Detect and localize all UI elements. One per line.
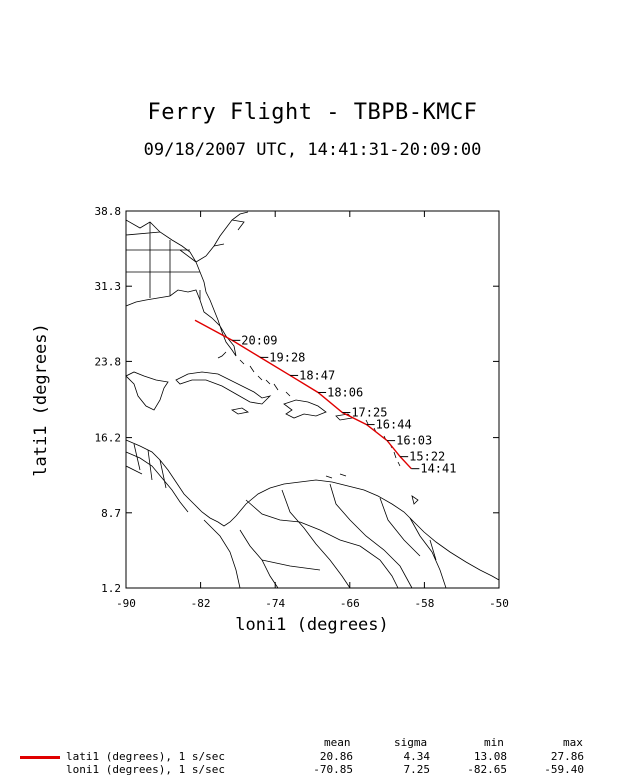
stats-row-sigma: 4.34 <box>403 750 431 763</box>
y-tick-label: 8.7 <box>101 507 121 520</box>
time-label: 18:06 <box>327 385 363 399</box>
time-label: 15:22 <box>409 450 445 464</box>
stats-row: lati1 (degrees), 1 s/sec 20.86 4.34 13.0… <box>0 750 625 763</box>
stats-row-sigma: 7.25 <box>403 763 431 776</box>
stats-row-mean: -70.85 <box>313 763 353 776</box>
track-line <box>194 319 412 470</box>
stats-header-sigma: sigma <box>394 736 428 749</box>
page-subtitle: 09/18/2007 UTC, 14:41:31-20:09:00 <box>143 140 482 160</box>
y-tick-label: 1.2 <box>101 582 121 595</box>
time-label: 17:25 <box>351 406 387 420</box>
y-tick-label: 16.2 <box>95 432 122 445</box>
x-tick-label: -58 <box>414 597 434 610</box>
x-tick-label: -90 <box>116 597 136 610</box>
y-tick-label: 38.8 <box>95 205 122 218</box>
x-tick-label: -66 <box>340 597 360 610</box>
stats-row-mean: 20.86 <box>319 750 353 763</box>
stats-row: loni1 (degrees), 1 s/sec -70.85 7.25 -82… <box>0 763 625 776</box>
page-title: Ferry Flight - TBPB-KMCF <box>147 100 478 125</box>
x-tick-label: -82 <box>191 597 211 610</box>
stats-header-max: max <box>563 736 583 749</box>
y-tick-label: 23.8 <box>95 355 122 368</box>
axis-ticks <box>125 210 500 589</box>
stats-row-max: -59.40 <box>544 763 584 776</box>
time-label: 14:41 <box>420 462 456 476</box>
stats-row-max: 27.86 <box>550 750 584 763</box>
time-label: 19:28 <box>269 350 305 364</box>
stats-row-label: loni1 (degrees), 1 s/sec <box>66 763 225 776</box>
stats-row-min: -82.65 <box>467 763 507 776</box>
time-label: 16:03 <box>396 434 432 448</box>
flight-track <box>194 319 412 470</box>
y-axis-title: lati1 (degrees) <box>31 323 51 477</box>
axis-tick-labels: -90 -82 -74 -66 -58 -50 38.8 31.3 23.8 16.2 8.7 1.2 <box>95 205 509 610</box>
x-tick-label: -50 <box>489 597 509 610</box>
coastlines <box>125 211 500 589</box>
stats-header-mean: mean <box>324 736 351 749</box>
time-label: 20:09 <box>241 333 277 347</box>
time-label: 16:44 <box>376 418 412 432</box>
legend-swatch <box>20 756 60 759</box>
x-axis-title: loni1 (degrees) <box>235 615 389 635</box>
x-tick-label: -74 <box>265 597 285 610</box>
y-tick-label: 31.3 <box>95 280 122 293</box>
time-label: 18:47 <box>299 368 335 382</box>
map-chart: -90 -82 -74 -66 -58 -50 38.8 31.3 23.8 16.2 8.7 1.2… <box>31 205 509 635</box>
stats-row-label: lati1 (degrees), 1 s/sec <box>66 750 225 763</box>
stats-header-min: min <box>484 736 504 749</box>
plot-frame <box>125 210 500 589</box>
stats-row-min: 13.08 <box>473 750 507 763</box>
